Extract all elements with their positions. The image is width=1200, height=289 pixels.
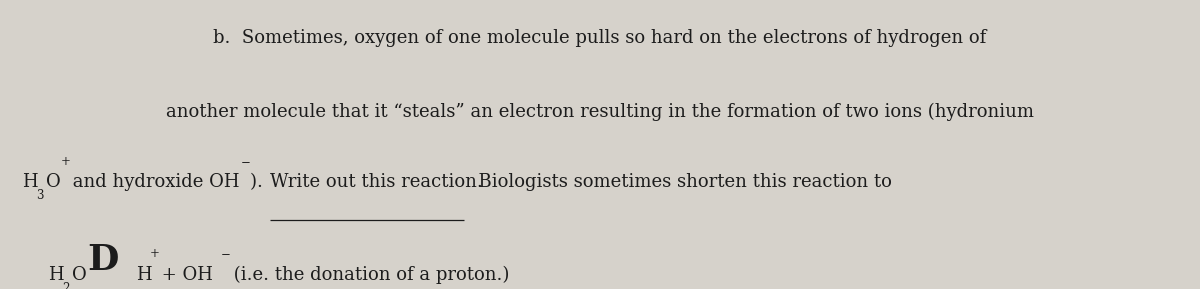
Text: H: H <box>136 266 151 284</box>
Text: + OH: + OH <box>156 266 212 284</box>
Text: another molecule that it “steals” an electron resulting in the formation of two : another molecule that it “steals” an ele… <box>166 103 1034 121</box>
Text: +: + <box>150 247 160 260</box>
Text: H: H <box>22 173 37 191</box>
Text: Biologists sometimes shorten this reaction to: Biologists sometimes shorten this reacti… <box>467 173 892 191</box>
Text: +: + <box>61 155 71 168</box>
Text: −: − <box>241 155 251 168</box>
Text: 2: 2 <box>62 282 70 289</box>
Text: −: − <box>221 247 230 260</box>
Text: b.  Sometimes, oxygen of one molecule pulls so hard on the electrons of hydrogen: b. Sometimes, oxygen of one molecule pul… <box>214 29 986 47</box>
Text: and hydroxide OH: and hydroxide OH <box>67 173 240 191</box>
Text: 3: 3 <box>36 189 43 202</box>
Text: O: O <box>46 173 60 191</box>
Text: H: H <box>48 266 64 284</box>
Text: Write out this reaction.: Write out this reaction. <box>270 173 482 191</box>
Text: O: O <box>72 266 86 284</box>
Text: ).: ). <box>250 173 274 191</box>
Text: D: D <box>88 243 119 277</box>
Text: (i.e. the donation of a proton.): (i.e. the donation of a proton.) <box>228 266 509 284</box>
